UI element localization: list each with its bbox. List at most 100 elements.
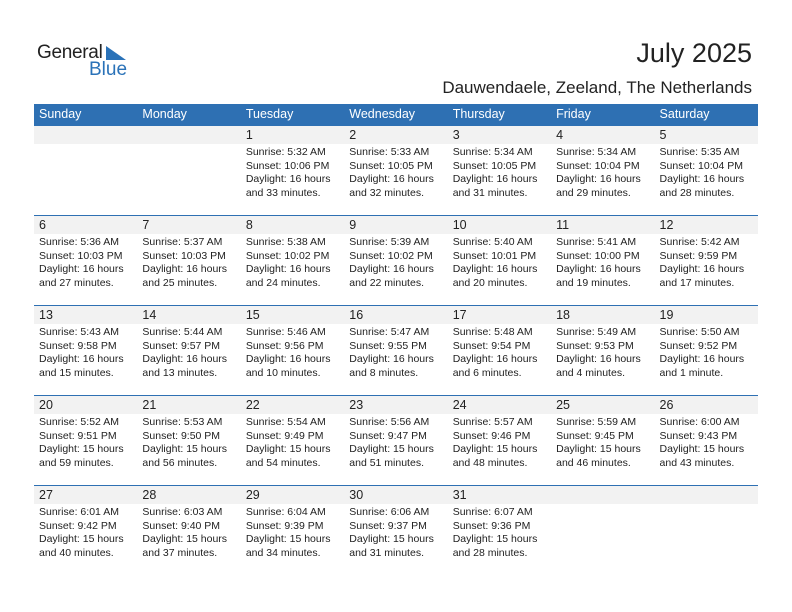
weekday-tuesday: Tuesday	[245, 107, 294, 121]
minutes-text: and 8 minutes.	[349, 366, 419, 379]
sunset-text: Sunset: 10:03 PM	[142, 249, 226, 262]
day-number: 14	[142, 308, 157, 322]
day-number: 21	[142, 398, 157, 412]
day-number: 25	[556, 398, 571, 412]
sunset-text: Sunset: 9:54 PM	[452, 339, 531, 352]
minutes-text: and 31 minutes.	[349, 546, 424, 559]
sunrise-text: Sunrise: 5:47 AM	[349, 326, 430, 338]
day-cell: 30 Sunrise: 6:06 AM Sunset: 9:37 PM Dayligh…	[344, 486, 447, 575]
day-number: 9	[349, 218, 357, 232]
day-number: 18	[556, 308, 571, 322]
page-title: July 2025	[636, 38, 752, 68]
minutes-text: and 54 minutes.	[245, 456, 321, 469]
sunrise-text: Sunrise: 5:52 AM	[39, 416, 119, 428]
daylight-text: Daylight: 15 hours	[39, 533, 124, 546]
day-cell: 22 Sunrise: 5:54 AM Sunset: 9:49 PM Dayligh…	[241, 396, 344, 485]
sunrise-text: Sunrise: 5:36 AM	[39, 236, 119, 248]
calendar-grid: Sunday Monday Tuesday Wednesday Thursday Frid…	[34, 104, 758, 575]
sunrise-text: Sunrise: 5:39 AM	[349, 236, 430, 248]
sunset-text: Sunset: 9:50 PM	[142, 429, 221, 442]
minutes-text: and 48 minutes.	[452, 456, 528, 469]
sunset-text: Sunset: 10:06 PM	[245, 159, 330, 172]
minutes-text: and 31 minutes.	[452, 186, 528, 199]
daylight-text: Daylight: 15 hours	[349, 443, 434, 456]
sunset-text: Sunset: 9:46 PM	[452, 429, 531, 442]
day-cell: 24 Sunrise: 5:57 AM Sunset: 9:46 PM Dayligh…	[448, 396, 551, 485]
day-cell: 18 Sunrise: 5:49 AM Sunset: 9:53 PM Dayligh…	[551, 306, 654, 395]
daylight-text: Daylight: 15 hours	[142, 443, 228, 456]
sunrise-text: Sunrise: 5:41 AM	[556, 236, 637, 248]
weekday-header: Sunday Monday Tuesday Wednesday Thursday Frid…	[34, 104, 758, 125]
day-cell: 27 Sunrise: 6:01 AM Sunset: 9:42 PM Dayligh…	[34, 486, 137, 575]
minutes-text: and 46 minutes.	[556, 456, 631, 469]
daylight-text: Daylight: 15 hours	[349, 533, 434, 546]
sunset-text: Sunset: 9:56 PM	[245, 339, 324, 352]
daylight-text: Daylight: 16 hours	[452, 173, 538, 186]
logo-text-general: General	[37, 42, 103, 63]
minutes-text: and 25 minutes.	[142, 276, 218, 289]
day-cell: 2 Sunrise: 5:33 AM Sunset: 10:05 PM Dayligh…	[344, 126, 447, 215]
sunrise-text: Sunrise: 5:33 AM	[349, 146, 430, 158]
day-cell: 17 Sunrise: 5:48 AM Sunset: 9:54 PM Dayligh…	[448, 306, 551, 395]
sunset-text: Sunset: 10:02 PM	[349, 249, 433, 262]
day-number: 7	[142, 218, 150, 232]
day-number: 23	[349, 398, 364, 412]
weekday-friday: Friday	[556, 107, 591, 121]
day-cell: 26 Sunrise: 6:00 AM Sunset: 9:43 PM Dayligh…	[655, 396, 758, 485]
daylight-text: Daylight: 15 hours	[39, 443, 124, 456]
minutes-text: and 13 minutes.	[142, 366, 218, 379]
sunset-text: Sunset: 10:01 PM	[452, 249, 537, 262]
sunrise-text: Sunrise: 5:32 AM	[245, 146, 326, 158]
sunrise-text: Sunrise: 6:04 AM	[245, 506, 326, 518]
sunset-text: Sunset: 9:53 PM	[556, 339, 634, 352]
minutes-text: and 28 minutes.	[452, 546, 528, 559]
sunrise-text: Sunrise: 6:03 AM	[142, 506, 223, 518]
weekday-thursday: Thursday	[452, 107, 505, 121]
sunset-text: Sunset: 9:55 PM	[349, 339, 427, 352]
logo-triangle-icon	[106, 46, 126, 60]
sunset-text: Sunset: 9:58 PM	[39, 339, 117, 352]
day-cell: 3 Sunrise: 5:34 AM Sunset: 10:05 PM Dayligh…	[448, 126, 551, 215]
daylight-text: Daylight: 16 hours	[556, 173, 641, 186]
day-number: 17	[452, 308, 467, 322]
minutes-text: and 59 minutes.	[39, 456, 114, 469]
day-cell: 29 Sunrise: 6:04 AM Sunset: 9:39 PM Dayligh…	[241, 486, 344, 575]
daylight-text: Daylight: 15 hours	[452, 533, 538, 546]
daylight-text: Daylight: 16 hours	[349, 173, 434, 186]
weekday-monday: Monday	[142, 107, 187, 121]
empty-cell	[137, 126, 240, 215]
daylight-text: Daylight: 15 hours	[245, 533, 331, 546]
weekday-wednesday: Wednesday	[349, 107, 416, 121]
day-number: 31	[452, 488, 467, 502]
sunrise-text: Sunrise: 6:06 AM	[349, 506, 430, 518]
day-number: 26	[659, 398, 674, 412]
day-cell: 4 Sunrise: 5:34 AM Sunset: 10:04 PM Dayligh…	[551, 126, 654, 215]
sunrise-text: Sunrise: 5:53 AM	[142, 416, 223, 428]
sunrise-text: Sunrise: 6:01 AM	[39, 506, 119, 518]
sunset-text: Sunset: 10:02 PM	[245, 249, 330, 262]
minutes-text: and 37 minutes.	[142, 546, 218, 559]
day-number: 5	[659, 128, 667, 142]
day-number: 12	[659, 218, 674, 232]
sunset-text: Sunset: 9:43 PM	[659, 429, 738, 442]
week-row: 13 Sunrise: 5:43 AM Sunset: 9:58 PM Dayligh…	[34, 305, 758, 395]
sunrise-text: Sunrise: 5:44 AM	[142, 326, 223, 338]
day-number: 8	[245, 218, 253, 232]
week-row: 6 Sunrise: 5:36 AM Sunset: 10:03 PM Dayligh…	[34, 215, 758, 305]
week-row: 20 Sunrise: 5:52 AM Sunset: 9:51 PM Dayligh…	[34, 395, 758, 485]
day-number: 13	[39, 308, 53, 322]
day-number: 19	[659, 308, 674, 322]
day-number: 10	[452, 218, 467, 232]
logo-text-blue: Blue	[89, 59, 128, 80]
day-number: 3	[452, 128, 460, 142]
generalblue-logo: General Blue	[37, 42, 137, 82]
day-cell: 8 Sunrise: 5:38 AM Sunset: 10:02 PM Dayligh…	[241, 216, 344, 305]
empty-cell	[655, 486, 758, 575]
sunset-text: Sunset: 10:00 PM	[556, 249, 640, 262]
day-cell: 19 Sunrise: 5:50 AM Sunset: 9:52 PM Dayligh…	[655, 306, 758, 395]
sunrise-text: Sunrise: 5:59 AM	[556, 416, 637, 428]
day-cell: 13 Sunrise: 5:43 AM Sunset: 9:58 PM Dayligh…	[34, 306, 137, 395]
day-cell: 20 Sunrise: 5:52 AM Sunset: 9:51 PM Dayligh…	[34, 396, 137, 485]
daylight-text: Daylight: 15 hours	[556, 443, 641, 456]
